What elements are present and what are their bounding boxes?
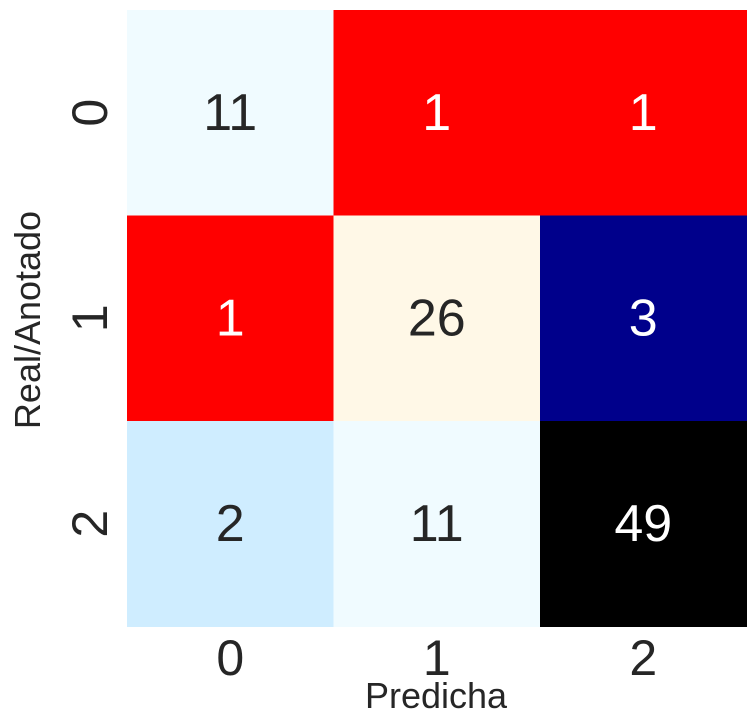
- x-tick-label: 0: [216, 630, 244, 686]
- cell-value-label: 2: [216, 495, 245, 553]
- x-tick-label: 2: [629, 630, 657, 686]
- heatmap-cell-r1-c0: [127, 215, 334, 422]
- heatmap-cell-r1-c1: [333, 215, 541, 422]
- y-tick-label: 0: [62, 99, 118, 127]
- x-axis-label: Predicha: [365, 675, 508, 716]
- heatmap-cell-r2-c1: [333, 421, 541, 627]
- x-tick-label: 1: [423, 630, 451, 686]
- heatmap-cell-r2-c0: [127, 421, 334, 627]
- cell-value-label: 3: [629, 289, 658, 347]
- cell-value-label: 11: [410, 495, 464, 553]
- heatmap-cell-r0-c1: [333, 10, 541, 216]
- cell-value-label: 1: [422, 84, 451, 142]
- cell-value-label: 11: [203, 84, 257, 142]
- cell-value-label: 1: [629, 84, 658, 142]
- cell-value-label: 1: [216, 289, 245, 347]
- y-axis-label: Real/Anotado: [7, 211, 48, 429]
- heatmap-cells: [127, 10, 747, 627]
- cell-value-label: 26: [408, 289, 466, 347]
- x-axis-ticks: 0 1 2: [216, 630, 657, 686]
- heatmap-cell-labels: 11 1 11 26 32 11 49: [203, 84, 672, 553]
- heatmap-cell-r0-c2: [540, 10, 747, 216]
- y-tick-label: 2: [62, 510, 118, 538]
- y-tick-label: 1: [62, 304, 118, 332]
- cell-value-label: 49: [614, 495, 672, 553]
- heatmap-cell-r2-c2: [540, 421, 747, 627]
- y-axis-ticks: 0 1 2: [62, 99, 118, 538]
- heatmap-cell-r1-c2: [540, 215, 747, 422]
- heatmap-cell-r0-c0: [127, 10, 334, 216]
